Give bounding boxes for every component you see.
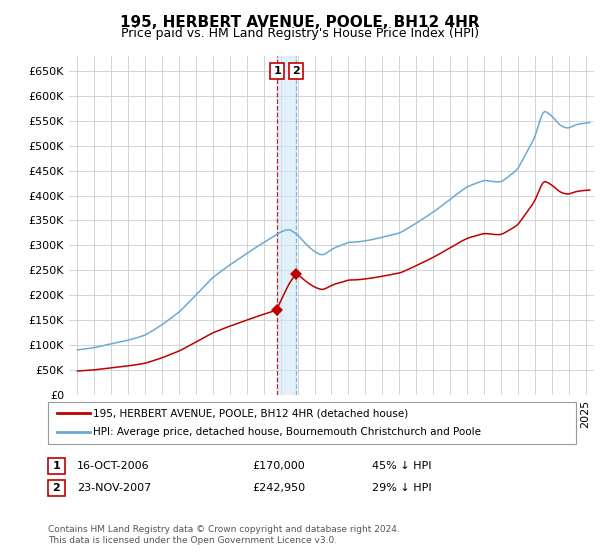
Text: £242,950: £242,950: [252, 483, 305, 493]
Text: 1: 1: [273, 66, 281, 76]
Bar: [277, 56, 296, 395]
Text: 195, HERBERT AVENUE, POOLE, BH12 4HR (detached house): 195, HERBERT AVENUE, POOLE, BH12 4HR (de…: [93, 408, 408, 418]
Text: £170,000: £170,000: [252, 461, 305, 471]
Text: Price paid vs. HM Land Registry's House Price Index (HPI): Price paid vs. HM Land Registry's House …: [121, 27, 479, 40]
Text: 195, HERBERT AVENUE, POOLE, BH12 4HR: 195, HERBERT AVENUE, POOLE, BH12 4HR: [120, 15, 480, 30]
Text: 23-NOV-2007: 23-NOV-2007: [77, 483, 151, 493]
Text: 2: 2: [53, 483, 60, 493]
Text: HPI: Average price, detached house, Bournemouth Christchurch and Poole: HPI: Average price, detached house, Bour…: [93, 427, 481, 437]
Text: 2: 2: [292, 66, 300, 76]
Text: 16-OCT-2006: 16-OCT-2006: [77, 461, 149, 471]
Text: 29% ↓ HPI: 29% ↓ HPI: [372, 483, 431, 493]
Text: 1: 1: [53, 461, 60, 471]
Text: Contains HM Land Registry data © Crown copyright and database right 2024.
This d: Contains HM Land Registry data © Crown c…: [48, 525, 400, 545]
Text: 45% ↓ HPI: 45% ↓ HPI: [372, 461, 431, 471]
